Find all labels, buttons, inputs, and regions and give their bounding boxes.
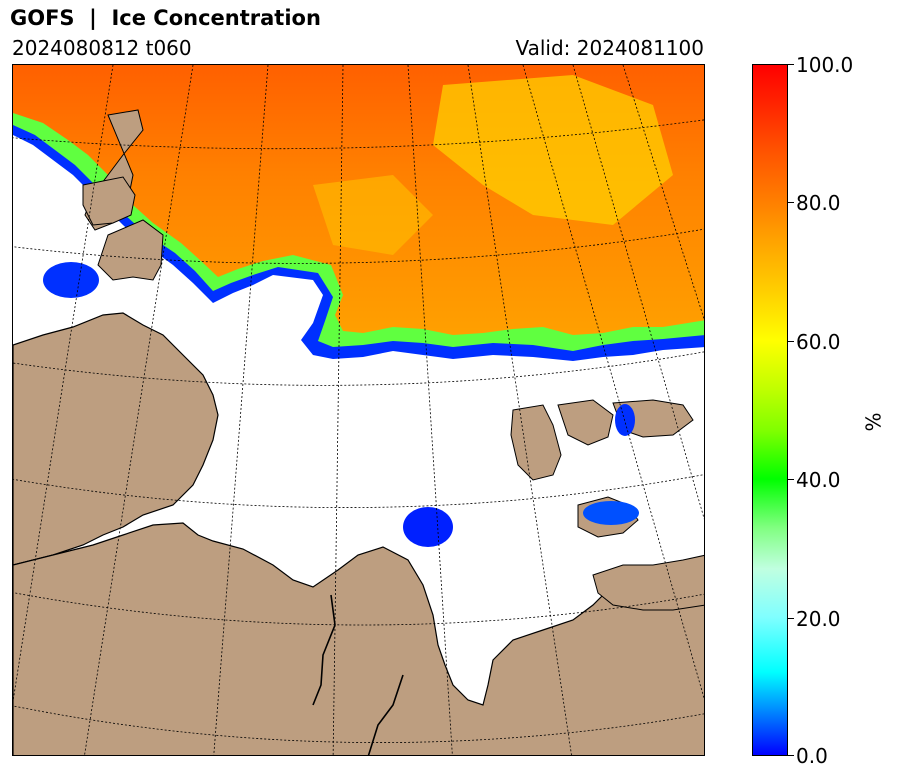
- colorbar-label-40: 40.0: [796, 468, 841, 492]
- ice-patch-taymyr: [583, 501, 639, 525]
- colorbar: [752, 64, 788, 756]
- ice-map: [13, 65, 704, 755]
- colorbar-tick: [788, 64, 794, 65]
- chart-title: GOFS | Ice Concentration: [10, 6, 321, 30]
- colorbar-tick: [788, 479, 794, 480]
- colorbar-label-100: 100.0: [796, 53, 854, 77]
- land-novaya-zemlya-south: [82, 176, 136, 226]
- river-yenisei: [367, 674, 404, 755]
- colorbar-tick: [788, 341, 794, 342]
- land-vaygach: [97, 219, 164, 281]
- colorbar-unit: %: [861, 412, 886, 432]
- land-taymyr-islands-2: [557, 399, 614, 446]
- colorbar-tick: [788, 618, 794, 619]
- land-east-coast: [592, 554, 704, 611]
- ice-yellow-patch: [433, 75, 673, 225]
- colorbar-label-80: 80.0: [796, 191, 841, 215]
- colorbar-tick: [788, 755, 794, 756]
- run-label: 2024080812 t060: [12, 36, 192, 60]
- colorbar-label-60: 60.0: [796, 330, 841, 354]
- map-panel: [12, 64, 705, 756]
- ice-patch-kara: [403, 507, 453, 547]
- ice-yellow-patch-2: [313, 175, 433, 255]
- land-taymyr-islands-1: [510, 404, 562, 481]
- land-mainland-south: [13, 522, 704, 755]
- colorbar-label-20: 20.0: [796, 607, 841, 631]
- ice-patch-north-kara: [615, 404, 635, 436]
- ice-patch-barents: [43, 262, 99, 298]
- valid-label: Valid: 2024081100: [515, 36, 704, 60]
- land-yamal-west: [13, 312, 219, 566]
- graticule: [13, 65, 704, 755]
- colorbar-label-0: 0.0: [796, 744, 828, 768]
- colorbar-tick: [788, 202, 794, 203]
- river-ob: [312, 594, 336, 706]
